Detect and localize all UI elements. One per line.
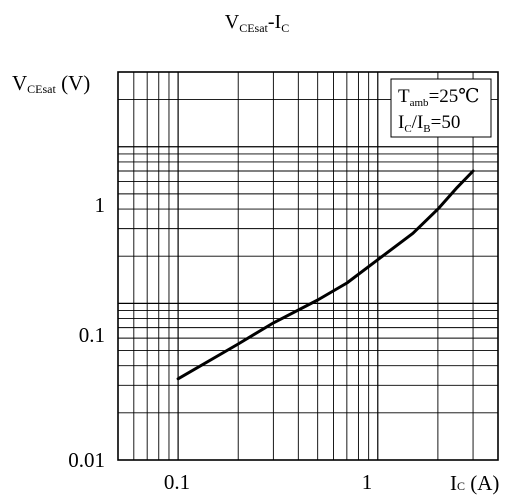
x-tick-label: 0.1 (164, 470, 190, 494)
x-tick-label: 1 (362, 470, 373, 494)
x-axis-label: IC (A) (450, 471, 499, 495)
chart-title: VCEsat-IC (225, 11, 289, 35)
y-tick-label: 0.01 (68, 448, 105, 472)
plot-frame (117, 71, 499, 461)
y-tick-label: 1 (95, 193, 106, 217)
series-line-vcesat (176, 169, 475, 381)
y-axis-label: VCEsat (V) (12, 71, 90, 96)
legend-line-ratio: IC/IB=50 (398, 112, 460, 135)
legend-box (390, 78, 492, 138)
y-tick-label: 0.1 (79, 323, 105, 347)
legend-line-temperature: Tamb=25℃ (398, 86, 480, 109)
legend: Tamb=25℃ IC/IB=50 (390, 78, 492, 138)
